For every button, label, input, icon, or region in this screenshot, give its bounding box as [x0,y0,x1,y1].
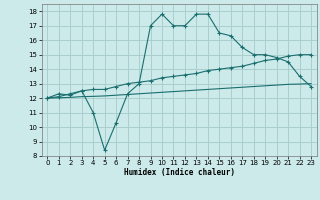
X-axis label: Humidex (Indice chaleur): Humidex (Indice chaleur) [124,168,235,177]
